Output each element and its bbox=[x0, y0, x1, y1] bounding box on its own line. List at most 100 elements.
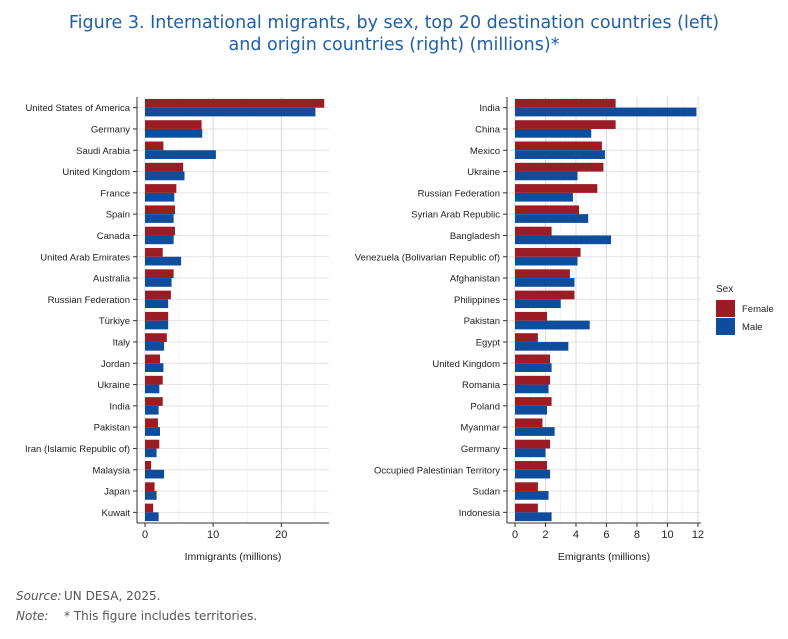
bar-female bbox=[145, 184, 177, 193]
x-tick-label: 10 bbox=[661, 529, 673, 541]
y-tick-label: Myanmar bbox=[460, 423, 500, 434]
bar-male bbox=[515, 192, 573, 202]
bar-male bbox=[145, 192, 175, 202]
bar-male bbox=[515, 171, 578, 181]
legend-label-male: Male bbox=[742, 322, 763, 333]
y-tick-label: Spain bbox=[106, 210, 130, 221]
bar-female bbox=[145, 311, 169, 321]
bar-male bbox=[515, 235, 612, 245]
x-tick-label: 0 bbox=[512, 529, 518, 541]
bar-male bbox=[145, 214, 174, 223]
bar-male bbox=[515, 469, 551, 479]
y-tick-label: Canada bbox=[97, 231, 131, 242]
bar-male bbox=[145, 405, 159, 415]
bar-male bbox=[145, 448, 157, 458]
x-tick-label: 10 bbox=[207, 529, 219, 541]
bar-male bbox=[515, 256, 578, 266]
bar-female bbox=[145, 98, 325, 108]
x-tick-label: 6 bbox=[603, 529, 609, 541]
y-tick-label: Malaysia bbox=[93, 465, 131, 476]
chart-title: Figure 3. International migrants, by sex… bbox=[0, 12, 788, 56]
source-text: UN DESA, 2025. bbox=[64, 589, 161, 603]
bar-female bbox=[515, 439, 551, 449]
panel-background bbox=[137, 97, 329, 523]
y-tick-label: Germany bbox=[91, 124, 130, 135]
x-axis-title: Emigrants (millions) bbox=[558, 551, 650, 563]
bar-male bbox=[515, 512, 552, 522]
legend-label-female: Female bbox=[742, 304, 774, 315]
bar-female bbox=[145, 269, 174, 279]
bar-female bbox=[515, 461, 548, 470]
bar-female bbox=[515, 354, 551, 364]
bar-female bbox=[145, 354, 160, 364]
legend-title: Sex bbox=[716, 284, 733, 295]
bar-female bbox=[515, 482, 538, 492]
bar-female bbox=[515, 120, 616, 129]
bar-female bbox=[515, 141, 602, 151]
bar-female bbox=[515, 162, 604, 172]
y-tick-label: Occupied Palestinian Territory bbox=[374, 465, 500, 476]
bar-male bbox=[145, 491, 157, 500]
bar-female bbox=[145, 503, 154, 513]
bar-male bbox=[515, 320, 590, 330]
bar-female bbox=[515, 503, 538, 513]
bar-female bbox=[515, 418, 543, 428]
bar-female bbox=[515, 311, 548, 321]
bar-female bbox=[145, 482, 155, 492]
y-tick-label: Syrian Arab Republic bbox=[411, 210, 500, 221]
bar-male bbox=[515, 278, 575, 287]
bar-female bbox=[145, 375, 163, 385]
y-tick-label: Iran (Islamic Republic of) bbox=[25, 444, 130, 455]
bar-male bbox=[515, 448, 546, 458]
bar-female bbox=[515, 248, 581, 257]
bar-male bbox=[515, 107, 697, 117]
y-tick-label: Ukraine bbox=[467, 167, 500, 178]
y-tick-label: Russian Federation bbox=[418, 188, 500, 199]
y-tick-label: Egypt bbox=[476, 337, 501, 348]
bar-female bbox=[145, 418, 158, 428]
bar-male bbox=[145, 427, 160, 436]
bar-female bbox=[145, 290, 171, 300]
chart-title-line-1: Figure 3. International migrants, by sex… bbox=[68, 13, 720, 33]
legend-swatch-male bbox=[716, 318, 735, 335]
y-tick-label: China bbox=[475, 124, 501, 135]
bar-female bbox=[515, 226, 552, 236]
x-tick-label: 4 bbox=[573, 529, 579, 541]
y-tick-label: France bbox=[100, 188, 130, 199]
y-tick-label: Sudan bbox=[473, 487, 500, 498]
bar-female bbox=[145, 205, 175, 215]
bar-female bbox=[515, 205, 580, 215]
bar-male bbox=[145, 128, 203, 138]
y-tick-label: Venezuela (Bolivarian Republic of) bbox=[355, 252, 500, 263]
y-tick-label: Russian Federation bbox=[48, 295, 130, 306]
bar-male bbox=[515, 405, 548, 415]
bar-male bbox=[145, 150, 216, 159]
y-tick-label: United Kingdom bbox=[62, 167, 130, 178]
bar-male bbox=[145, 278, 172, 287]
bar-male bbox=[515, 341, 569, 351]
bar-female bbox=[145, 333, 167, 342]
legend-swatch-female bbox=[716, 300, 735, 317]
chart-title-line-2: and origin countries (right) (millions)* bbox=[228, 35, 560, 55]
bar-female bbox=[515, 269, 570, 279]
bar-male bbox=[145, 512, 159, 522]
bar-female bbox=[515, 375, 551, 385]
y-tick-label: Mexico bbox=[470, 146, 500, 157]
source-line: Source: UN DESA, 2025. bbox=[16, 589, 160, 603]
note-label: Note: bbox=[16, 609, 49, 623]
bar-male bbox=[145, 363, 164, 372]
y-tick-label: Ukraine bbox=[97, 380, 130, 391]
bar-female bbox=[145, 120, 202, 129]
panel-background bbox=[507, 97, 701, 523]
bar-male bbox=[515, 384, 549, 394]
bar-female bbox=[515, 333, 538, 342]
y-tick-label: Indonesia bbox=[459, 508, 501, 519]
y-tick-label: Japan bbox=[104, 487, 130, 498]
bar-female bbox=[145, 439, 160, 449]
y-tick-label: Germany bbox=[461, 444, 500, 455]
y-tick-label: United States of America bbox=[25, 103, 130, 114]
source-label: Source: bbox=[16, 589, 62, 603]
y-tick-label: Kuwait bbox=[101, 508, 130, 519]
y-tick-label: United Arab Emirates bbox=[40, 252, 130, 263]
bar-male bbox=[515, 128, 592, 138]
